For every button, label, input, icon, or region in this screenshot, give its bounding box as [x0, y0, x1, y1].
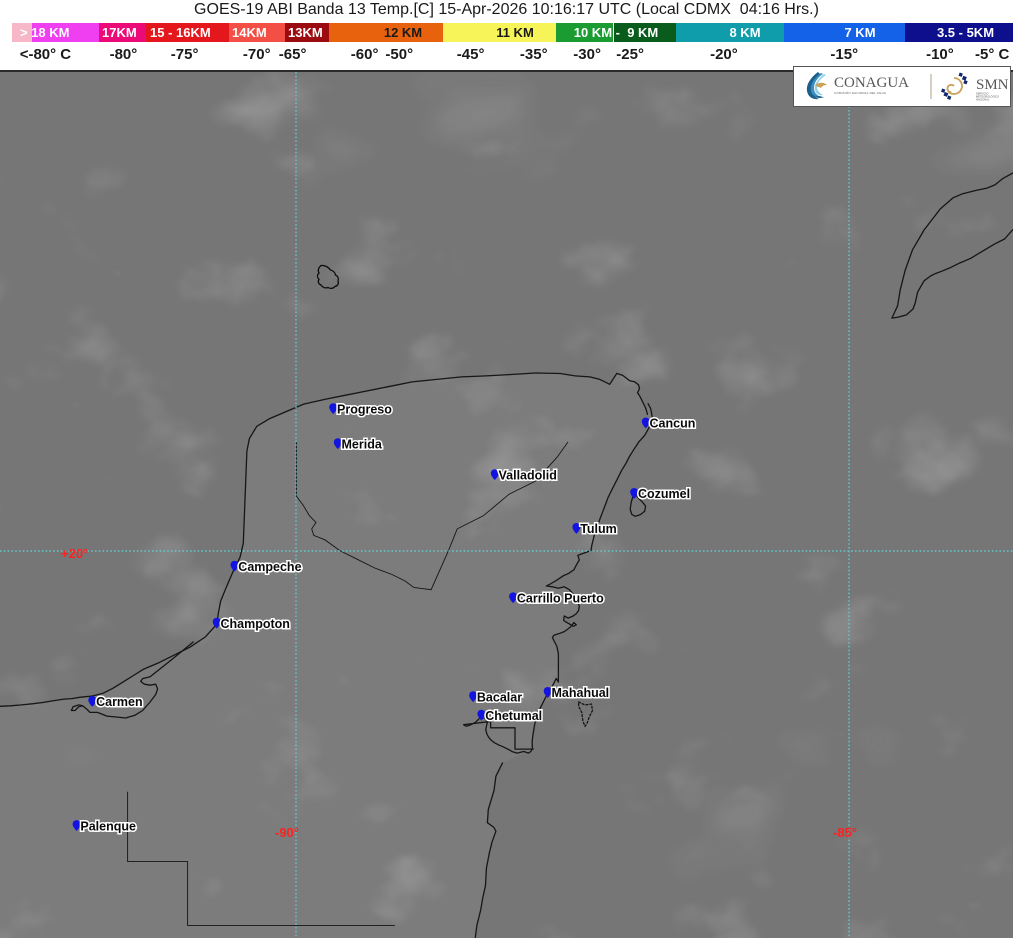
svg-text:Carmen: Carmen — [96, 695, 143, 709]
svg-text:Palenque: Palenque — [80, 819, 136, 833]
svg-text:COMISIÓN NACIONAL DEL AGUA: COMISIÓN NACIONAL DEL AGUA — [834, 90, 886, 95]
svg-text:Carrillo Puerto: Carrillo Puerto — [517, 592, 604, 606]
svg-text:CONAGUA: CONAGUA — [834, 75, 909, 91]
svg-text:-90°: -90° — [275, 825, 299, 840]
svg-text:Tulum: Tulum — [580, 522, 617, 536]
svg-text:Cancun: Cancun — [650, 417, 696, 431]
svg-text:Campeche: Campeche — [238, 560, 301, 574]
svg-text:Valladolid: Valladolid — [499, 469, 557, 483]
svg-text:Merida: Merida — [342, 438, 383, 452]
svg-text:Cozumel: Cozumel — [638, 487, 690, 501]
svg-text:+20°: +20° — [61, 546, 88, 561]
svg-text:Champoton: Champoton — [221, 617, 290, 631]
svg-text:Progreso: Progreso — [337, 403, 392, 417]
svg-text:NACIONAL: NACIONAL — [976, 98, 990, 102]
svg-text:Mahahual: Mahahual — [552, 686, 610, 700]
svg-text:-85°: -85° — [833, 825, 857, 840]
svg-text:Chetumal: Chetumal — [485, 709, 542, 723]
svg-text:SMN: SMN — [976, 77, 1009, 93]
svg-text:Bacalar: Bacalar — [477, 690, 522, 704]
